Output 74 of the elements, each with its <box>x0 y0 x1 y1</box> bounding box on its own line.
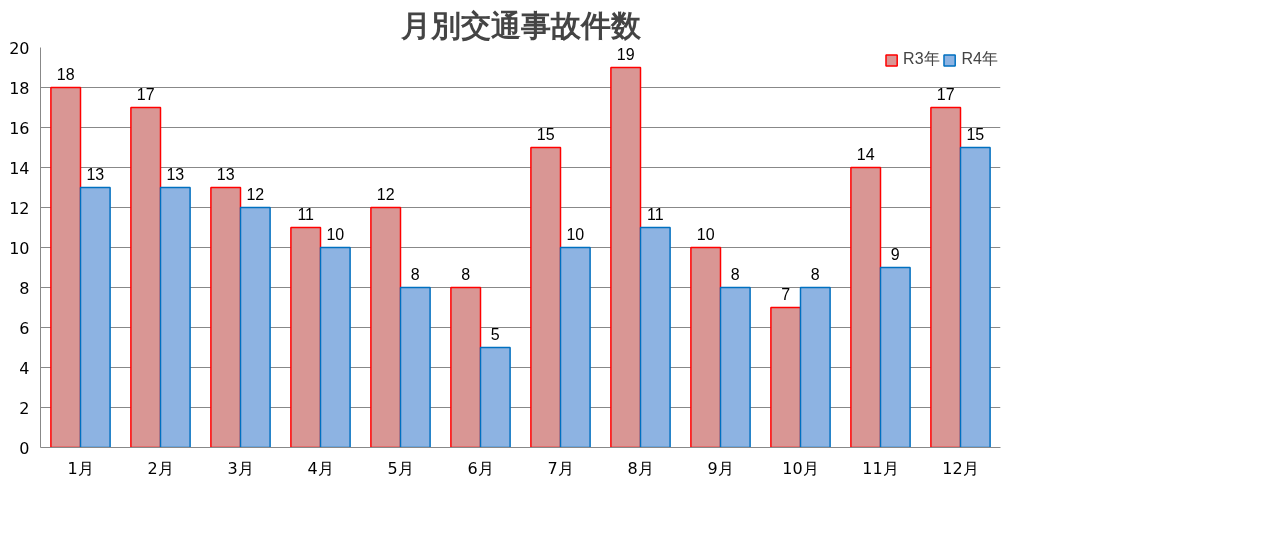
data-label: 8 <box>410 265 420 283</box>
data-label: 9 <box>890 245 900 263</box>
bar <box>559 246 591 448</box>
bar <box>799 286 831 448</box>
bar <box>290 226 322 448</box>
bar <box>479 346 511 448</box>
bar <box>690 246 722 448</box>
x-tick-label: 1月 <box>67 458 94 478</box>
data-label: 18 <box>56 65 75 83</box>
bar <box>370 206 402 448</box>
data-label: 11 <box>297 205 315 223</box>
bar <box>850 166 882 448</box>
bar <box>159 186 191 448</box>
x-tick-label: 6月 <box>467 458 494 478</box>
bar <box>50 86 82 448</box>
data-label: 5 <box>490 325 500 343</box>
data-label: 10 <box>566 225 585 243</box>
legend-label: R3年 <box>903 49 940 69</box>
y-tick-label: 20 <box>9 38 30 58</box>
bar <box>319 246 351 448</box>
bar <box>879 266 911 448</box>
bar <box>239 206 271 448</box>
bar <box>130 106 162 448</box>
x-tick-label: 3月 <box>227 458 254 478</box>
y-tick-label: 18 <box>9 78 30 98</box>
data-label: 8 <box>730 265 740 283</box>
data-label: 13 <box>86 165 105 183</box>
legend-label: R4年 <box>961 49 998 69</box>
x-tick-label: 9月 <box>707 458 734 478</box>
bar <box>530 146 562 448</box>
y-tick-label: 4 <box>19 358 30 378</box>
y-tick-label: 16 <box>9 118 30 138</box>
x-tick-label: 11月 <box>862 458 899 478</box>
data-label: 17 <box>936 85 955 103</box>
y-tick-label: 14 <box>9 158 30 178</box>
data-label: 7 <box>781 285 791 303</box>
data-label: 13 <box>166 165 185 183</box>
bar <box>719 286 751 448</box>
data-label: 10 <box>326 225 345 243</box>
data-label: 12 <box>246 185 265 203</box>
bar <box>79 186 111 448</box>
x-tick-label: 8月 <box>627 458 654 478</box>
x-tick-label: 4月 <box>307 458 334 478</box>
bar <box>610 66 642 448</box>
x-tick-label: 12月 <box>942 458 979 478</box>
data-label: 14 <box>856 145 875 163</box>
bar <box>450 286 482 448</box>
data-label: 15 <box>536 125 555 143</box>
bar <box>399 286 431 448</box>
y-tick-label: 8 <box>19 278 30 298</box>
x-tick-label: 10月 <box>782 458 819 478</box>
bar <box>959 146 991 448</box>
y-tick-label: 6 <box>19 318 30 338</box>
y-tick-label: 10 <box>9 238 30 258</box>
data-label: 11 <box>647 205 664 223</box>
y-tick-label: 2 <box>19 398 30 418</box>
bar <box>210 186 242 448</box>
y-tick-label: 0 <box>19 438 30 458</box>
data-label: 8 <box>461 265 471 283</box>
chart-title: 月別交通事故件数 <box>399 7 642 43</box>
x-tick-label: 7月 <box>547 458 574 478</box>
data-label: 10 <box>696 225 715 243</box>
bar <box>770 306 802 448</box>
data-label: 19 <box>616 45 635 63</box>
data-label: 8 <box>810 265 820 283</box>
data-label: 12 <box>376 185 395 203</box>
data-label: 17 <box>136 85 155 103</box>
bar <box>930 106 962 448</box>
x-tick-label: 2月 <box>147 458 174 478</box>
y-tick-label: 12 <box>9 198 30 218</box>
data-label: 13 <box>216 165 235 183</box>
data-label: 15 <box>966 125 985 143</box>
x-tick-label: 5月 <box>387 458 414 478</box>
bar <box>639 226 671 448</box>
